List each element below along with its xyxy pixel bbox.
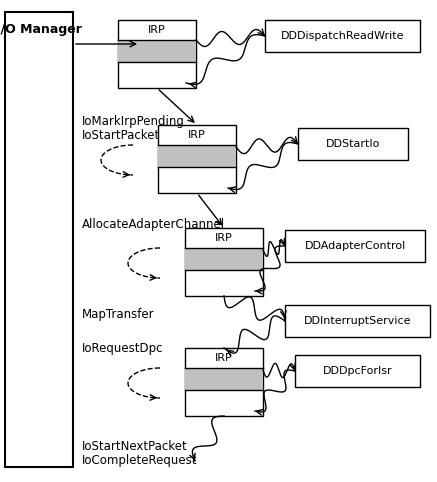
Text: DDDispatchReadWrite: DDDispatchReadWrite — [281, 31, 404, 41]
Text: I/O Manager: I/O Manager — [0, 24, 82, 37]
Text: IRP: IRP — [215, 353, 233, 363]
Bar — [158, 146, 236, 167]
Text: IoStartNextPacket: IoStartNextPacket — [82, 440, 188, 453]
Bar — [295, 355, 420, 387]
Text: IoCompleteRequest: IoCompleteRequest — [82, 454, 198, 467]
Text: IRP: IRP — [215, 233, 233, 243]
Text: DDInterruptService: DDInterruptService — [304, 316, 411, 326]
Bar — [185, 368, 263, 390]
Text: DDAdapterControl: DDAdapterControl — [305, 241, 406, 251]
Bar — [265, 20, 420, 52]
Text: IoMarkIrpPending: IoMarkIrpPending — [82, 115, 185, 128]
Bar — [118, 20, 196, 88]
Text: MapTransfer: MapTransfer — [82, 308, 155, 321]
Text: IoStartPacket: IoStartPacket — [82, 129, 160, 142]
Text: DDStartIo: DDStartIo — [326, 139, 380, 149]
Bar — [285, 230, 425, 262]
Bar — [185, 228, 263, 296]
Bar — [185, 248, 263, 270]
Bar — [158, 125, 236, 193]
Text: DDDpcForIsr: DDDpcForIsr — [323, 366, 392, 376]
Text: AllocateAdapterChannel: AllocateAdapterChannel — [82, 218, 225, 231]
Bar — [185, 348, 263, 416]
Bar — [285, 305, 430, 337]
Text: IRP: IRP — [148, 25, 166, 35]
Bar — [298, 128, 408, 160]
Text: IRP: IRP — [188, 130, 206, 140]
Bar — [118, 40, 196, 62]
Bar — [5, 12, 73, 467]
Text: IoRequestDpc: IoRequestDpc — [82, 342, 163, 355]
